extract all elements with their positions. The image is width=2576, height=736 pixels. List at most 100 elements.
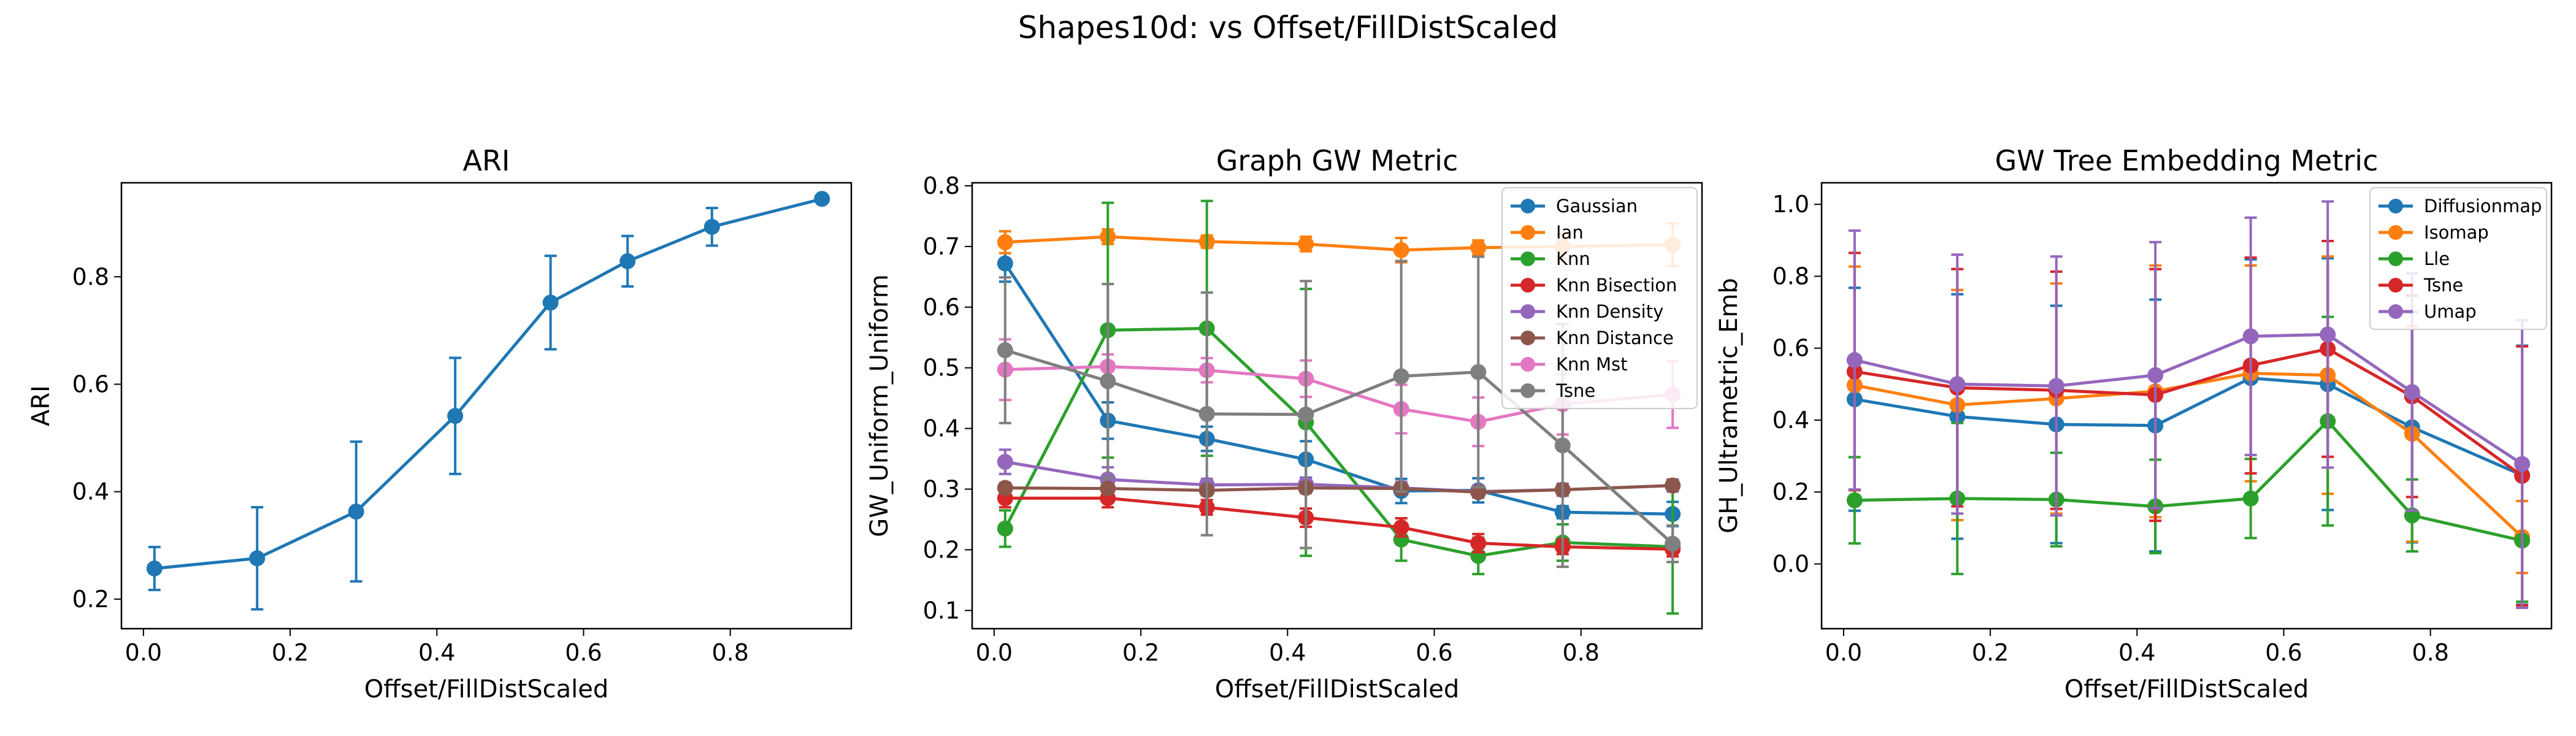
series-line [154,197,822,570]
legend-label: Diffusionmap [2424,196,2542,217]
y-tick-label: 0.6 [72,370,109,397]
legend-frame [1501,187,1698,409]
x-tick-label: 0.8 [1562,639,1599,666]
legend-marker [1520,278,1535,293]
data-point [1100,480,1116,497]
legend-label: Knn Distance [1556,328,1674,348]
legend-marker [2388,225,2403,240]
data-point [2320,326,2336,343]
y-tick-label: 0.6 [923,294,960,321]
legend: Diffusionmap Isomap Lle Tsne Umap [2369,187,2547,330]
legend-label: Ian [1556,222,1584,243]
data-point [2242,328,2259,345]
legend-marker [2388,251,2403,266]
y-tick-label: 0.8 [923,172,960,199]
data-point [814,191,830,207]
legend-marker [2388,304,2403,319]
x-tick-label: 0.6 [2265,639,2302,666]
legend-label: Knn [1556,248,1590,269]
data-point [997,480,1013,496]
x-tick-label: 0.0 [1825,639,1862,666]
data-point [2048,378,2064,394]
legend-label: Tsne [2423,275,2463,296]
series-line [1005,484,1673,494]
chart-title: GW Tree Embedding Metric [1995,144,2379,177]
data-point [1393,242,1409,258]
legend: Gaussian Ian Knn Knn Bisection Knn Density Kn… [1501,187,1698,409]
data-point [1554,437,1571,454]
data-point [997,342,1013,358]
legend-marker [1520,357,1535,372]
figure-suptitle: Shapes10d: vs Offset/FillDistScaled [1018,10,1558,45]
legend-label: Isomap [2424,222,2489,243]
legend-marker [1520,225,1535,240]
x-tick-label: 0.6 [565,639,602,666]
series-line [1854,332,2523,466]
plot-area [997,199,1681,615]
y-tick-label: 0.6 [1773,335,1809,362]
data-point [1470,364,1487,380]
x-tick-label: 0.4 [1269,639,1306,666]
x-tick-label: 0.8 [2412,639,2448,666]
data-point [1470,535,1487,551]
y-tick-label: 0.4 [72,478,109,505]
y-axis-label: GH_Ultrametric_Emb [1715,278,1743,534]
y-tick-label: 0.4 [923,415,960,442]
legend-marker [1520,251,1535,266]
data-point [542,294,559,311]
data-point [2147,367,2164,383]
data-point [348,504,364,520]
x-axis-label: Offset/FillDistScaled [2064,675,2309,703]
chart-panel-1: ARI 0.0 0.2 0.4 0.6 0.8 0.2 0.4 0.6 0.8 Offset/Fil… [27,144,853,703]
data-point [997,520,1013,537]
plot-area [1846,200,2531,609]
x-tick-label: 0.4 [418,639,455,666]
legend-label: Lle [2424,248,2450,269]
x-tick-label: 0.0 [125,639,162,666]
series-line [1854,376,2523,477]
legend-marker [2388,199,2403,213]
plot-area [146,191,830,611]
series-line [1854,372,2523,539]
legend-frame [2369,187,2547,330]
y-tick-label: 0.8 [72,263,109,290]
series-line [1003,263,1673,516]
y-tick-label: 0.2 [923,536,960,563]
data-point [997,255,1013,272]
legend-marker [1520,199,1535,213]
y-tick-label: 0.3 [923,476,960,503]
legend-label: Knn Mst [1556,354,1628,375]
axes-frame [971,182,1703,630]
x-axis-label: Offset/FillDistScaled [364,675,609,703]
legend-label: Umap [2424,301,2477,322]
y-axis-label: GW_Uniform_Uniform [865,274,894,537]
series-line [1854,420,2523,542]
x-tick-label: 0.0 [976,639,1013,666]
y-tick-label: 0.2 [1773,478,1809,505]
y-tick-label: 0.1 [923,597,960,624]
axes-frame [1820,182,2553,630]
chart-title: Graph GW Metric [1216,144,1458,177]
axes-frame [120,182,853,630]
legend-label: Knn Density [1556,301,1663,322]
data-point [249,550,266,567]
data-point [1298,406,1314,423]
y-tick-label: 0.4 [1773,407,1809,434]
data-point [619,253,636,269]
x-axis-label: Offset/FillDistScaled [1215,675,1460,703]
legend-marker [1520,383,1535,398]
series-tsne [997,255,1681,569]
chart-panel-3: GW Tree Embedding Metric 0.0 0.2 0.4 0.6 0.8 0… [1715,144,2553,703]
y-tick-label: 0.7 [923,233,960,260]
series-ari [146,191,830,611]
legend-label: Knn Bisection [1556,275,1677,296]
data-point [1100,373,1116,389]
series-line [1005,348,1674,545]
data-point [2514,456,2531,472]
data-point [1846,352,1863,369]
data-point [1470,239,1487,256]
chart-title: ARI [463,144,510,177]
legend-label: Gaussian [1556,196,1638,217]
y-tick-label: 0.0 [1773,550,1809,577]
